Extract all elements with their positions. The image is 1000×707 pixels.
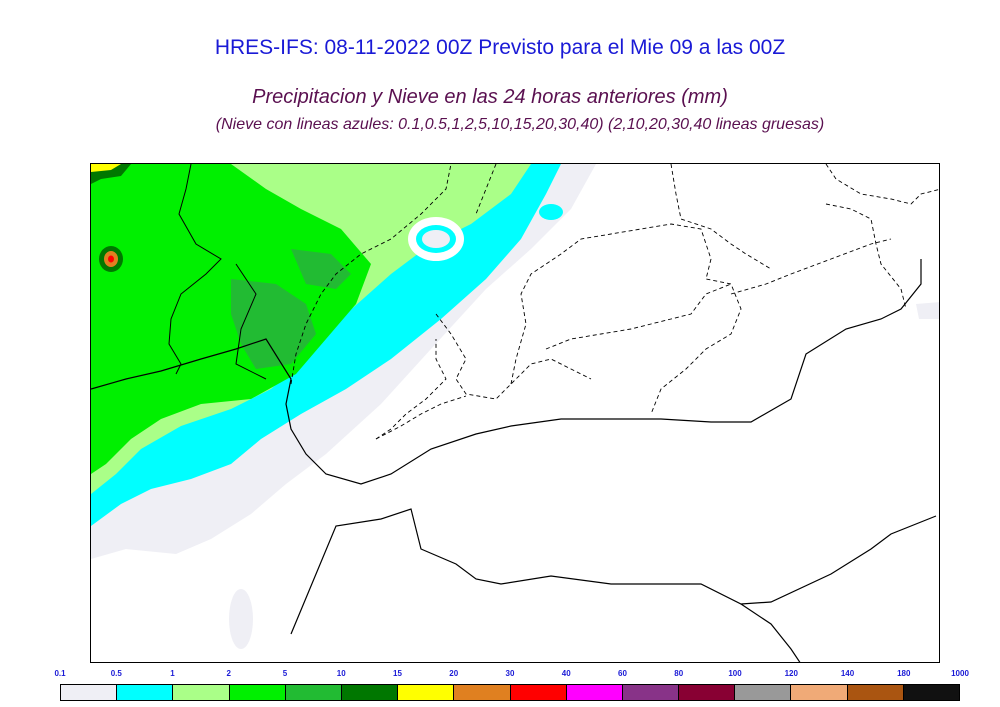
border-region-dashed-5 bbox=[545, 283, 732, 350]
legend-label: 5 bbox=[282, 669, 288, 678]
border-region-dashed-7 bbox=[670, 164, 772, 270]
legend-swatch bbox=[847, 685, 904, 700]
border-region-dashed-10 bbox=[375, 339, 447, 440]
legend-swatch bbox=[566, 685, 623, 700]
legend-label: 60 bbox=[618, 669, 627, 678]
legend-label: 180 bbox=[897, 669, 911, 678]
precip-hole-5 bbox=[539, 204, 563, 220]
precip-edge bbox=[916, 302, 939, 319]
precip-isle bbox=[229, 589, 253, 649]
map-subtitle: Precipitacion y Nieve en las 24 horas an… bbox=[252, 86, 728, 108]
precip-max-red bbox=[108, 255, 114, 263]
precipitation-map bbox=[90, 163, 940, 663]
coast-strait bbox=[740, 603, 801, 662]
precip-hole-4 bbox=[332, 171, 360, 187]
legend-label: 0.1 bbox=[54, 669, 66, 678]
precip-fields bbox=[91, 164, 939, 649]
legend-label: 1 bbox=[170, 669, 175, 678]
legend-label: 80 bbox=[674, 669, 684, 678]
precip-hole-3 bbox=[422, 230, 450, 248]
precip-zone-yellow bbox=[91, 164, 121, 172]
legend-swatch bbox=[510, 685, 567, 700]
legend-label: 100 bbox=[728, 669, 742, 678]
legend-swatch bbox=[398, 685, 455, 700]
border-portugal-south bbox=[235, 263, 267, 380]
legend-label: 140 bbox=[840, 669, 855, 678]
legend-swatch bbox=[622, 685, 680, 700]
border-portugal bbox=[168, 164, 222, 375]
legend-labels: 0.1 0.5 1 2 5 10 15 20 30 40 60 80 100 120 140 180 1000 bbox=[0, 669, 1000, 681]
border-region-dashed-8 bbox=[825, 164, 939, 205]
border-region-dashed-6 bbox=[730, 238, 892, 295]
legend-label: 40 bbox=[561, 669, 571, 678]
legend-swatch bbox=[735, 685, 792, 700]
legend-label: 30 bbox=[505, 669, 515, 678]
legend-swatch bbox=[454, 685, 511, 700]
border-region-dashed-1 bbox=[290, 164, 452, 385]
map-title: HRES-IFS: 08-11-2022 00Z Previsto para e… bbox=[214, 36, 786, 59]
legend-swatch bbox=[173, 685, 230, 700]
legend-label: 0.5 bbox=[110, 669, 122, 678]
precip-zone-dark-green-2 bbox=[291, 249, 351, 289]
legend-swatch bbox=[679, 685, 736, 700]
coastline-south bbox=[290, 508, 937, 635]
boundaries bbox=[91, 164, 939, 662]
legend-swatch bbox=[791, 685, 848, 700]
legend-swatch bbox=[229, 685, 286, 700]
coastline-north bbox=[91, 259, 922, 485]
map-note: (Nieve con lineas azules: 0.1,0.5,1,2,5,… bbox=[215, 116, 825, 133]
legend-swatch bbox=[117, 685, 174, 700]
precip-zone-green bbox=[91, 164, 371, 474]
legend-swatch bbox=[61, 685, 118, 700]
legend-label: 120 bbox=[784, 669, 798, 678]
border-region-dashed-9 bbox=[825, 203, 907, 310]
legend-label: 15 bbox=[393, 669, 402, 678]
legend-swatch bbox=[903, 685, 959, 700]
legend-label: 10 bbox=[336, 669, 346, 678]
border-region-dashed-4 bbox=[510, 223, 742, 415]
border-region-dashed-3 bbox=[375, 395, 467, 440]
legend-label: 2 bbox=[226, 669, 231, 678]
border-region-dashed-11 bbox=[475, 164, 497, 215]
legend-swatch bbox=[285, 685, 342, 700]
legend-label: 1000 bbox=[951, 669, 969, 678]
legend-colorbar bbox=[60, 684, 960, 701]
legend-label: 20 bbox=[449, 669, 459, 678]
map-canvas bbox=[91, 164, 939, 662]
legend-swatch bbox=[341, 685, 399, 700]
border-region-dashed-2 bbox=[435, 313, 592, 400]
